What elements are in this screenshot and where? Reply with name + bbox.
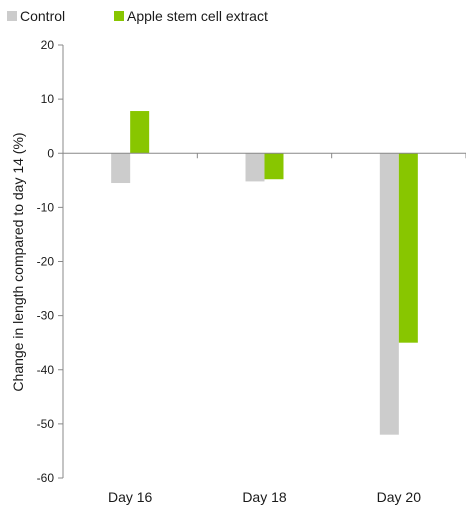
legend-swatch-apple-stem-cell-extract bbox=[114, 11, 124, 21]
bar-control-day-18 bbox=[245, 153, 265, 182]
bar-apple-stem-cell-extract-day-20 bbox=[398, 153, 418, 343]
bar-control-day-16 bbox=[111, 153, 131, 184]
y-tick-label: -20 bbox=[37, 255, 55, 269]
legend-label-control: Control bbox=[20, 8, 65, 24]
y-tick-label: 0 bbox=[47, 146, 54, 160]
bar-control-day-20 bbox=[379, 153, 399, 435]
legend-swatch-control bbox=[7, 11, 17, 21]
y-tick-label: -10 bbox=[37, 200, 55, 214]
bar-apple-stem-cell-extract-day-18 bbox=[264, 153, 284, 180]
x-tick-label: Day 18 bbox=[242, 489, 287, 505]
y-tick-label: 10 bbox=[41, 92, 55, 106]
y-axis: 20 10 0 -10 -20 -30 -40 -50 -60 bbox=[37, 38, 64, 485]
y-axis-label: Change in length compared to day 14 (%) bbox=[10, 132, 26, 391]
y-tick-label: -40 bbox=[37, 363, 55, 377]
legend: Control Apple stem cell extract bbox=[7, 8, 268, 24]
y-tick-label: -30 bbox=[37, 309, 55, 323]
x-tick-label: Day 16 bbox=[108, 489, 153, 505]
x-axis: Day 16 Day 18 Day 20 bbox=[62, 152, 466, 505]
y-tick-label: -50 bbox=[37, 417, 55, 431]
y-tick-label: -60 bbox=[37, 471, 55, 485]
legend-label-apple-stem-cell-extract: Apple stem cell extract bbox=[127, 8, 268, 24]
x-tick-label: Day 20 bbox=[377, 489, 422, 505]
bars bbox=[111, 111, 418, 435]
y-tick-label: 20 bbox=[41, 38, 55, 52]
bar-apple-stem-cell-extract-day-16 bbox=[130, 111, 150, 154]
